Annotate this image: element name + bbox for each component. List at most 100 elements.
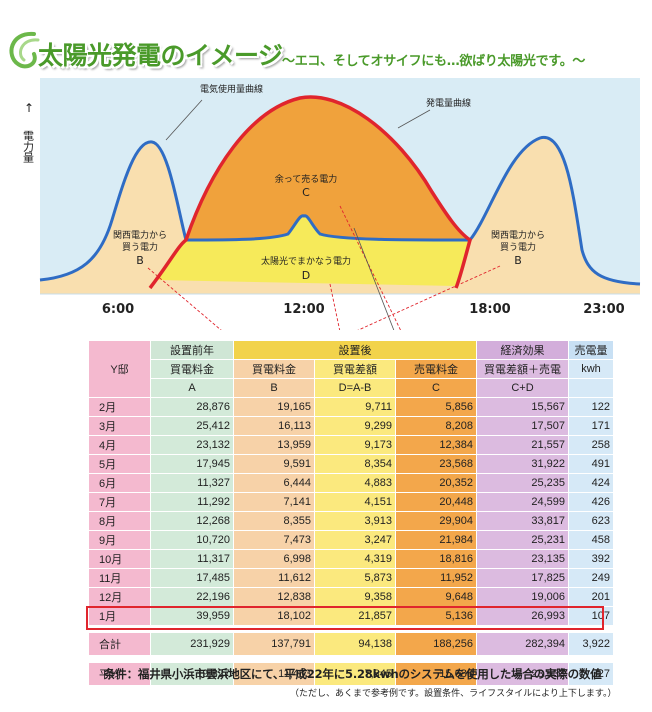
table-cell: 458 bbox=[568, 530, 614, 550]
col-letter: A bbox=[150, 378, 234, 398]
table-cell: 6,998 bbox=[233, 549, 315, 569]
region-c-label: 余って売る電力 bbox=[275, 173, 338, 185]
region-b-left-line2: 買う電力 bbox=[122, 241, 158, 253]
table-cell: 491 bbox=[568, 454, 614, 474]
table-cell: 94,138 bbox=[314, 632, 396, 656]
month-label: 11月 bbox=[88, 568, 151, 588]
table-row: 9月 10,720 7,473 3,247 21,984 25,231 458 bbox=[88, 530, 614, 550]
table-cell: 426 bbox=[568, 492, 614, 512]
table-cell: 22,196 bbox=[150, 587, 234, 607]
month-label: 12月 bbox=[88, 587, 151, 607]
group-before: 設置前年 bbox=[150, 340, 234, 360]
table-cell: 17,945 bbox=[150, 454, 234, 474]
table-cell: 9,711 bbox=[314, 397, 396, 417]
generation-curve bbox=[148, 95, 473, 290]
table-cell: 7,141 bbox=[233, 492, 315, 512]
table-cell: 19,006 bbox=[476, 587, 569, 607]
table-cell: 15,688 bbox=[395, 662, 477, 686]
table-row: 7月 11,292 7,141 4,151 20,448 24,599 426 bbox=[88, 492, 614, 512]
table-average-row: 平均 19,327 11,483 7,845 15,688 23,533 327 bbox=[88, 662, 614, 686]
table-cell: 23,132 bbox=[150, 435, 234, 455]
table-cell: 25,235 bbox=[476, 473, 569, 493]
table-cell: 11,952 bbox=[395, 568, 477, 588]
month-label: 2月 bbox=[88, 397, 151, 417]
col-header: 買電差額 bbox=[314, 359, 396, 379]
group-sold: 売電量 bbox=[568, 340, 614, 360]
table-cell: 5,873 bbox=[314, 568, 396, 588]
average-label: 平均 bbox=[88, 662, 151, 686]
table-cell: 21,984 bbox=[395, 530, 477, 550]
col-letter: C bbox=[395, 378, 477, 398]
month-label: 10月 bbox=[88, 549, 151, 569]
condition-text: 条件：福井県小浜市雲浜地区にて、平成22年に5.28kwhのシステムを使用した場… bbox=[104, 667, 602, 681]
page-subtitle: 〜エコ、そしてオサイフにも…欲ばり太陽光です。〜 bbox=[282, 54, 586, 69]
connector-b-left bbox=[147, 267, 222, 330]
group-after: 設置後 bbox=[233, 340, 477, 360]
table-cell: 9,173 bbox=[314, 435, 396, 455]
table-cell: 17,507 bbox=[476, 416, 569, 436]
solar-chart: 電力量 ↑ 電気使用量曲線 発電量曲線 関西電力から 買う電力 B 余って売る電… bbox=[22, 78, 641, 330]
connector-c bbox=[339, 205, 401, 330]
table-cell: 392 bbox=[568, 549, 614, 569]
table-cell: 137,791 bbox=[233, 632, 315, 656]
table-cell: 9,591 bbox=[233, 454, 315, 474]
col-header: kwh bbox=[568, 359, 614, 379]
table-cell: 188,256 bbox=[395, 632, 477, 656]
x-tick: 18:00 bbox=[469, 302, 510, 317]
table-row: 11月 17,485 11,612 5,873 11,952 17,825 249 bbox=[88, 568, 614, 588]
table-cell: 23,533 bbox=[476, 662, 569, 686]
table-cell: 201 bbox=[568, 587, 614, 607]
generation-curve-label: 発電量曲線 bbox=[426, 97, 471, 109]
table-cell: 9,648 bbox=[395, 587, 477, 607]
table-cell: 11,483 bbox=[233, 662, 315, 686]
table-cell: 12,384 bbox=[395, 435, 477, 455]
table-cell: 20,448 bbox=[395, 492, 477, 512]
table-cell: 4,883 bbox=[314, 473, 396, 493]
table-row: 5月 17,945 9,591 8,354 23,568 31,922 491 bbox=[88, 454, 614, 474]
table-cell: 231,929 bbox=[150, 632, 234, 656]
table-cell: 6,444 bbox=[233, 473, 315, 493]
connector-c-2 bbox=[353, 227, 395, 330]
region-b-right-line2: 買う電力 bbox=[500, 241, 536, 253]
table-cell: 19,165 bbox=[233, 397, 315, 417]
month-label: 5月 bbox=[88, 454, 151, 474]
region-b-right-line1: 関西電力から bbox=[491, 229, 545, 241]
table-cell: 8,354 bbox=[314, 454, 396, 474]
table-cell: 258 bbox=[568, 435, 614, 455]
region-c-letter: C bbox=[302, 186, 310, 199]
col-letter: C+D bbox=[476, 378, 569, 398]
region-b-right-letter: B bbox=[514, 254, 522, 267]
x-tick: 6:00 bbox=[102, 302, 134, 317]
table-cell: 31,922 bbox=[476, 454, 569, 474]
table-cell: 25,231 bbox=[476, 530, 569, 550]
table-cell: 623 bbox=[568, 511, 614, 531]
table-group-header: Y邸 設置前年 設置後 経済効果 売電量 bbox=[88, 340, 614, 398]
gen-leader bbox=[397, 109, 431, 129]
region-b-left-letter: B bbox=[136, 254, 144, 267]
group-effect: 経済効果 bbox=[476, 340, 569, 360]
table-row: 2月 28,876 19,165 9,711 5,856 15,567 122 bbox=[88, 397, 614, 417]
table-cell: 11,612 bbox=[233, 568, 315, 588]
table-cell: 7,845 bbox=[314, 662, 396, 686]
table-cell: 282,394 bbox=[476, 632, 569, 656]
arrow-up-icon: ↑ bbox=[24, 101, 34, 115]
table-cell: 16,113 bbox=[233, 416, 315, 436]
table-cell: 9,299 bbox=[314, 416, 396, 436]
col-letter: D=A-B bbox=[314, 378, 396, 398]
table-cell: 7,473 bbox=[233, 530, 315, 550]
table-cell: 3,247 bbox=[314, 530, 396, 550]
table-cell: 33,817 bbox=[476, 511, 569, 531]
table-cell: 29,904 bbox=[395, 511, 477, 531]
month-label: 8月 bbox=[88, 511, 151, 531]
month-label: 1月 bbox=[88, 606, 151, 626]
col-header: 買電料金 bbox=[233, 359, 315, 379]
note-text: （ただし、あくまで参考例です。設置条件、ライフスタイルにより上下します。） bbox=[290, 689, 617, 699]
page-title: 太陽光発電のイメージ bbox=[38, 41, 283, 70]
table-cell: 18,816 bbox=[395, 549, 477, 569]
table-cell: 17,825 bbox=[476, 568, 569, 588]
table-cell: 17,485 bbox=[150, 568, 234, 588]
x-tick: 23:00 bbox=[583, 302, 624, 317]
table-cell: 11,317 bbox=[150, 549, 234, 569]
usage-leader bbox=[165, 99, 203, 141]
region-d-letter: D bbox=[302, 269, 310, 282]
